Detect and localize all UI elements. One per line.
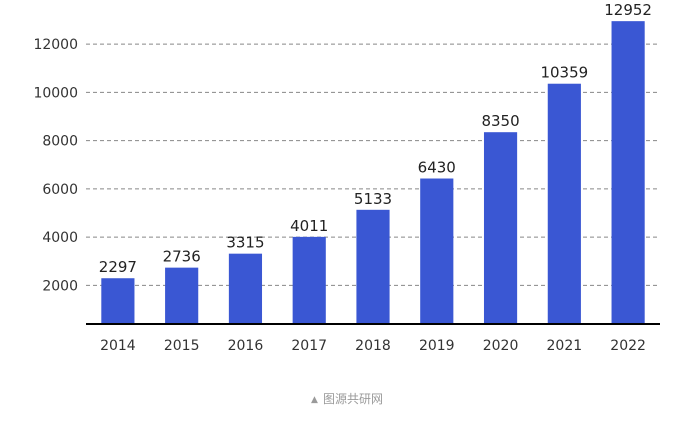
bar <box>228 253 263 324</box>
bar <box>101 278 135 324</box>
x-tick-label: 2019 <box>419 338 455 354</box>
x-tick-label: 2014 <box>100 338 136 354</box>
x-tick-label: 2017 <box>291 338 327 354</box>
x-tick-label: 2021 <box>547 338 583 354</box>
data-label: 2736 <box>163 248 201 266</box>
bar <box>420 178 454 324</box>
x-tick-label: 2016 <box>228 338 264 354</box>
triangle-up-icon: ▲ <box>311 395 318 405</box>
bar <box>611 21 645 325</box>
data-label: 10359 <box>540 64 588 82</box>
bar <box>165 267 199 324</box>
y-axis-ticks: 2000 4000 6000 8000 10000 12000 <box>33 37 78 294</box>
data-labels: 2297 2736 3315 4011 5133 6430 8350 10359 12952 <box>99 1 652 276</box>
x-axis-ticks: 2014 2015 2016 2017 2018 2019 2020 2021 2022 <box>100 338 646 354</box>
y-tick-label: 4000 <box>42 230 78 246</box>
bar <box>356 209 390 324</box>
data-label: 2297 <box>99 258 137 276</box>
bar <box>547 83 581 325</box>
bar <box>292 236 326 324</box>
data-label: 12952 <box>604 1 652 19</box>
y-tick-label: 10000 <box>33 85 78 101</box>
data-label: 3315 <box>226 234 264 252</box>
source-text: 图源共研网 <box>322 392 383 406</box>
x-tick-label: 2018 <box>355 338 391 354</box>
y-tick-label: 12000 <box>33 37 78 53</box>
x-tick-label: 2015 <box>164 338 200 354</box>
bars <box>101 21 645 325</box>
y-tick-label: 8000 <box>42 134 78 150</box>
data-label: 8350 <box>481 112 519 130</box>
y-tick-label: 6000 <box>42 182 78 198</box>
bar <box>483 132 518 324</box>
source-footer: ▲ 图源共研网 <box>0 390 694 407</box>
data-label: 4011 <box>290 217 328 235</box>
y-tick-label: 2000 <box>42 278 78 294</box>
data-label: 6430 <box>418 159 456 177</box>
x-tick-label: 2020 <box>483 338 519 354</box>
bar-chart: 2000 4000 6000 8000 10000 12000 2297 2736 3315 4… <box>33 1 660 354</box>
data-label: 5133 <box>354 190 392 208</box>
x-tick-label: 2022 <box>610 338 646 354</box>
